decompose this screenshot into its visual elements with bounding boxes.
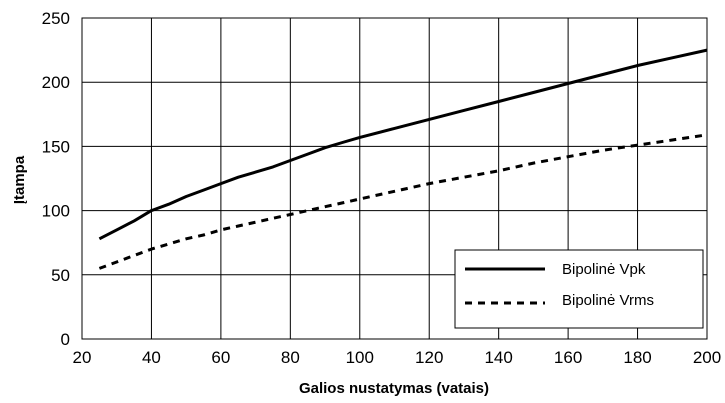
x-tick-label: 40	[142, 348, 161, 367]
y-tick-label: 250	[42, 9, 70, 28]
x-tick-label: 20	[73, 348, 92, 367]
x-tick-label: 180	[623, 348, 651, 367]
series-line-vpk	[98, 48, 708, 241]
legend-label-vrms: Bipolinė Vrms	[562, 292, 654, 309]
y-tick-label: 0	[61, 330, 70, 349]
x-tick-label: 100	[346, 348, 374, 367]
plot-area-frame	[81, 17, 708, 340]
series-layer	[98, 48, 708, 270]
x-tick-label: 160	[554, 348, 582, 367]
x-tick-label: 140	[484, 348, 512, 367]
legend-label-vpk: Bipolinė Vpk	[562, 261, 646, 278]
tick-labels: 20 40 60 80 100 120 140 160 180 200 0 50 100 150 200 25…	[42, 9, 722, 367]
x-tick-label: 120	[415, 348, 443, 367]
x-tick-label: 200	[693, 348, 721, 367]
x-tick-label: 60	[211, 348, 230, 367]
y-tick-label: 150	[42, 137, 70, 156]
y-tick-label: 200	[42, 73, 70, 92]
y-tick-label: 50	[51, 266, 70, 285]
legend-box	[454, 249, 704, 329]
legend: Bipolinė Vpk Bipolinė Vrms	[454, 249, 704, 329]
x-tick-label: 80	[281, 348, 300, 367]
series-line-vrms	[98, 133, 708, 270]
y-axis-label: Įtampa	[11, 155, 28, 204]
x-axis-label: Galios nustatymas (vatais)	[299, 380, 489, 397]
y-tick-label: 100	[42, 202, 70, 221]
